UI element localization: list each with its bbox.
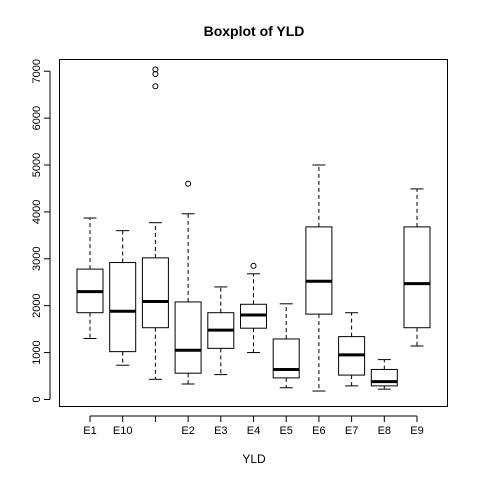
box-iqr bbox=[141, 257, 169, 329]
y-tick-label: 4000 bbox=[31, 200, 43, 224]
outlier-point bbox=[250, 262, 257, 269]
outlier-point bbox=[152, 66, 159, 73]
box-e2 bbox=[174, 180, 202, 385]
x-tick-label: E7 bbox=[345, 425, 358, 437]
y-tick-label: 3000 bbox=[31, 247, 43, 271]
box-e1 bbox=[76, 217, 104, 340]
y-tick-label: 1000 bbox=[31, 340, 43, 364]
y-tick-label: 7000 bbox=[31, 59, 43, 83]
x-tick-label: E3 bbox=[214, 425, 227, 437]
outlier-point bbox=[185, 180, 192, 187]
box-iqr bbox=[109, 262, 137, 353]
x-tick-label: E8 bbox=[378, 425, 391, 437]
plot-frame bbox=[59, 59, 448, 407]
x-tick-label: E1 bbox=[83, 425, 96, 437]
x-tick-label: E4 bbox=[247, 425, 260, 437]
x-tick-label: E10 bbox=[113, 425, 133, 437]
box-iqr bbox=[305, 226, 333, 315]
y-tick-label: 0 bbox=[31, 396, 43, 402]
outlier-point bbox=[152, 83, 159, 90]
y-tick-label: 5000 bbox=[31, 153, 43, 177]
x-axis: E1 E10 E2 E3 E4 E5 E6 E7 E8 E9 bbox=[83, 415, 424, 437]
box-e6 bbox=[305, 164, 333, 392]
chart-title: Boxplot of YLD bbox=[204, 23, 305, 39]
box-iqr bbox=[370, 368, 398, 387]
boxes-group bbox=[76, 66, 431, 392]
box-unlabeled bbox=[141, 66, 169, 380]
x-tick-label: E2 bbox=[181, 425, 194, 437]
y-tick-label: 6000 bbox=[31, 106, 43, 130]
x-axis-label: YLD bbox=[242, 452, 266, 466]
box-e7 bbox=[338, 312, 366, 387]
box-iqr bbox=[174, 301, 202, 374]
y-axis: 0 1000 2000 3000 4000 5000 6000 7000 bbox=[31, 59, 51, 403]
box-iqr bbox=[403, 226, 431, 329]
box-e5 bbox=[272, 303, 300, 389]
box-e8 bbox=[370, 359, 398, 390]
box-e9 bbox=[403, 188, 431, 347]
box-e3 bbox=[207, 286, 235, 376]
x-tick-label: E5 bbox=[279, 425, 292, 437]
y-tick-label: 2000 bbox=[31, 293, 43, 317]
box-e10 bbox=[109, 230, 137, 366]
x-tick-label: E9 bbox=[410, 425, 423, 437]
box-e4 bbox=[240, 262, 267, 354]
x-tick-label: E6 bbox=[312, 425, 325, 437]
box-iqr bbox=[272, 338, 300, 379]
